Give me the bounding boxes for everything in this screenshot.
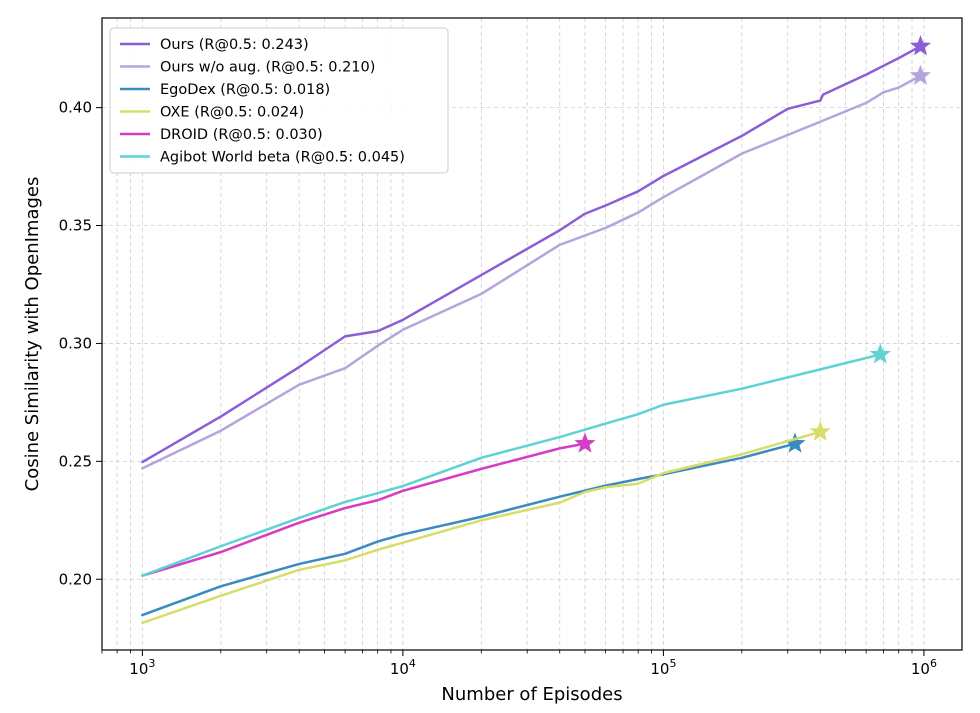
series-end-star-marker-0	[909, 35, 932, 56]
series-end-star-marker-5	[869, 343, 891, 364]
y-tick-label: 0.30	[59, 334, 92, 352]
x-tick-base: 10	[129, 660, 148, 678]
x-tick-label: 103	[129, 657, 155, 678]
y-axis-label: Cosine Similarity with OpenImages	[22, 177, 43, 492]
x-tick-base: 10	[650, 660, 669, 678]
x-axis-label: Number of Episodes	[441, 684, 622, 705]
series-group	[141, 35, 932, 625]
x-tick-exponent: 5	[669, 657, 676, 670]
y-tick-label: 0.25	[59, 452, 92, 470]
y-tick-label: 0.20	[59, 570, 92, 588]
series-end-star-marker-3	[809, 420, 831, 441]
legend-label-3: OXE (R@0.5: 0.024)	[160, 105, 304, 121]
series-line-1	[141, 74, 922, 470]
x-tick-exponent: 3	[148, 657, 155, 670]
x-tick-exponent: 4	[409, 657, 416, 670]
x-tick-base: 10	[390, 660, 409, 678]
legend-label-0: Ours (R@0.5: 0.243)	[160, 37, 309, 53]
y-tick-label: 0.35	[59, 217, 92, 235]
legend-label-2: EgoDex (R@0.5: 0.018)	[160, 82, 330, 98]
legend-box	[109, 27, 449, 174]
legend-label-5: Agibot World beta (R@0.5: 0.045)	[160, 150, 405, 166]
x-tick-exponent: 6	[930, 657, 937, 670]
legend-label-1: Ours w/o aug. (R@0.5: 0.210)	[160, 60, 375, 76]
legend: Ours (R@0.5: 0.243) Ours w/o aug. (R@0.5:…	[109, 27, 449, 174]
x-tick-label: 105	[650, 657, 676, 678]
series-line-3	[141, 430, 822, 625]
series-line-5	[141, 353, 882, 577]
legend-label-4: DROID (R@0.5: 0.030)	[160, 127, 323, 143]
series-line-0	[141, 45, 922, 464]
series-line-4	[141, 442, 587, 577]
x-tick-label: 104	[390, 657, 416, 678]
x-tick-label: 106	[911, 657, 937, 678]
series-end-star-marker-1	[909, 64, 932, 85]
plot-frame	[101, 17, 963, 651]
x-tick-base: 10	[911, 660, 930, 678]
series-end-star-marker-4	[574, 432, 596, 453]
y-tick-label: 0.40	[59, 99, 92, 117]
